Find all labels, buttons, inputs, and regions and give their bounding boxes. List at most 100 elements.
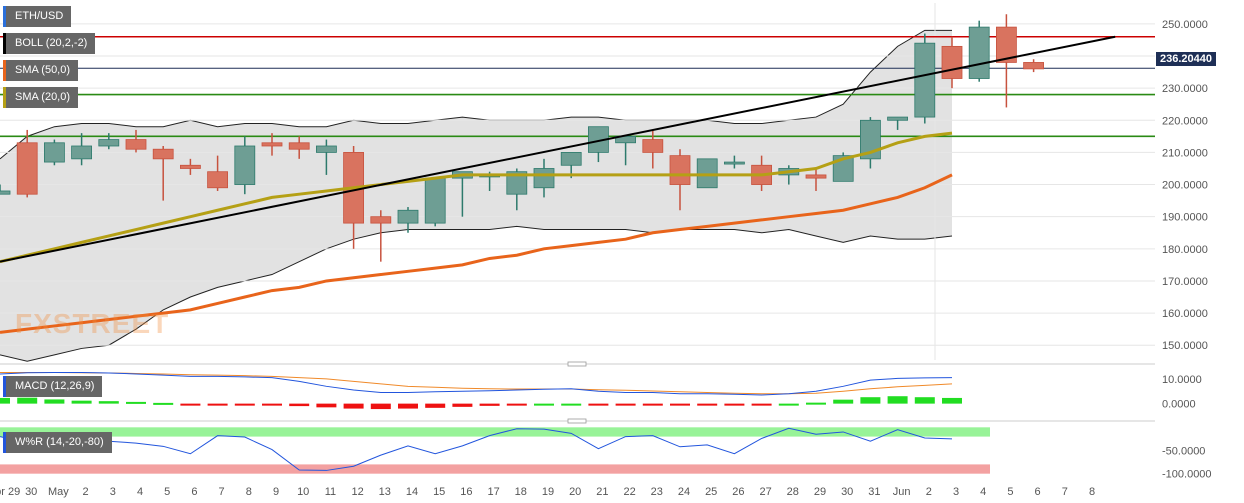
- candle-body: [397, 209, 419, 224]
- price-tick-label: 180.0000: [1162, 244, 1208, 256]
- price-tick-label: 170.0000: [1162, 276, 1208, 288]
- macd-tick-label: 10.0000: [1162, 374, 1202, 386]
- price-tick-label: 200.0000: [1162, 180, 1208, 192]
- price-tick-label: 190.0000: [1162, 212, 1208, 224]
- candle-body: [370, 216, 392, 224]
- bollinger-upper-line: [0, 29, 952, 160]
- date-tick-label: 7: [1062, 486, 1068, 498]
- legend-ethusd[interactable]: ETH/USD: [3, 6, 72, 27]
- macd-histogram-bar: [343, 403, 364, 409]
- legend-swatch: [3, 376, 6, 397]
- macd-histogram-bar: [262, 403, 282, 406]
- wr-line: [0, 427, 953, 471]
- date-tick-label: Jun: [893, 486, 911, 498]
- macd-histogram-bar: [615, 403, 636, 406]
- macd-histogram-bar: [452, 403, 473, 407]
- panel-resize-handle: [567, 418, 587, 424]
- candle-body: [234, 145, 256, 185]
- wr-oversold-zone: [0, 464, 990, 474]
- date-tick-label: 5: [164, 486, 170, 498]
- candle-body: [724, 161, 745, 165]
- macd-histogram-bar: [534, 403, 554, 406]
- macd-histogram-bar: [806, 402, 826, 405]
- price-tick-label: 210.0000: [1162, 147, 1208, 159]
- macd-histogram-bar: [697, 403, 718, 406]
- candle-body: [44, 142, 65, 163]
- candle-body: [1023, 62, 1044, 70]
- date-tick-label: 6: [191, 486, 197, 498]
- macd-histogram-bar: [44, 399, 65, 404]
- candle-body: [0, 190, 11, 195]
- macd-tick-label: 0.0000: [1162, 399, 1196, 411]
- date-tick-label: Apr 29: [0, 486, 20, 498]
- macd-line: [0, 371, 953, 396]
- date-tick-label: 19: [542, 486, 554, 498]
- price-tick-label: 250.0000: [1162, 19, 1208, 31]
- candle-body: [98, 139, 120, 147]
- candle-body: [288, 142, 310, 150]
- date-tick-label: 30: [25, 486, 37, 498]
- candle-body: [642, 139, 664, 153]
- wr-tick-label: -100.0000: [1162, 469, 1212, 481]
- macd-histogram-bar: [778, 403, 799, 406]
- macd-histogram-bar: [17, 397, 38, 404]
- macd-histogram-bar: [207, 403, 228, 406]
- trend-line: [0, 35, 1116, 263]
- williams-r-panel: -50.0000 -100.0000: [0, 425, 1212, 481]
- candle-body: [315, 145, 337, 153]
- date-tick-label: May: [48, 486, 69, 498]
- legend-wr[interactable]: W%R (14,-20,-80): [3, 432, 112, 453]
- candle-body: [261, 142, 283, 147]
- price-tick-label: 160.0000: [1162, 308, 1208, 320]
- macd-histogram-bar: [425, 403, 446, 408]
- date-tick-label: 12: [351, 486, 363, 498]
- date-tick-label: 11: [325, 486, 336, 498]
- candle-body: [805, 174, 827, 179]
- panel-resize-handle: [567, 361, 587, 367]
- legend-swatch: [3, 87, 6, 108]
- macd-histogram-bar: [588, 403, 609, 406]
- price-tick-label: 230.0000: [1162, 83, 1208, 95]
- date-tick-label: 22: [623, 486, 635, 498]
- legend-label: BOLL (20,2,-2): [15, 37, 88, 49]
- legend-label: MACD (12,26,9): [15, 380, 95, 392]
- macd-histogram-bar: [370, 403, 391, 410]
- legend-sma50[interactable]: SMA (50,0): [3, 60, 79, 81]
- legend-label: W%R (14,-20,-80): [15, 436, 104, 448]
- candle-body: [968, 26, 990, 79]
- fxstreet-watermark: FXSTREET: [15, 308, 170, 339]
- macd-histogram-bar: [0, 397, 10, 404]
- candle-body: [16, 142, 38, 195]
- candle-body: [125, 139, 147, 150]
- date-tick-label: 31: [868, 486, 880, 498]
- date-tick-label: 25: [705, 486, 717, 498]
- macd-histogram-bar: [479, 403, 500, 406]
- last-price-label: 236.20440: [1156, 52, 1216, 66]
- candle-body: [533, 168, 555, 189]
- legend-label: SMA (50,0): [15, 64, 71, 76]
- macd-histogram-bar: [833, 399, 854, 404]
- wr-tick-label: -50.0000: [1162, 446, 1205, 458]
- legend-boll[interactable]: BOLL (20,2,-2): [3, 33, 96, 54]
- date-tick-label: 3: [953, 486, 959, 498]
- date-tick-label: 10: [297, 486, 309, 498]
- date-tick-label: 4: [980, 486, 986, 498]
- macd-histogram-bar: [751, 403, 772, 406]
- date-tick-label: 24: [678, 486, 690, 498]
- candle-body: [696, 158, 718, 189]
- legend-swatch: [3, 6, 6, 27]
- macd-histogram-bar: [506, 403, 527, 406]
- legend-swatch: [3, 60, 6, 81]
- date-tick-label: 5: [1007, 486, 1013, 498]
- candle-body: [152, 148, 174, 160]
- wr-overbought-zone: [0, 427, 990, 437]
- macd-histogram-bar: [561, 403, 582, 406]
- date-tick-label: 17: [487, 486, 499, 498]
- legend-sma20[interactable]: SMA (20,0): [3, 87, 79, 108]
- macd-histogram-bar: [670, 403, 690, 406]
- bollinger-fill: [0, 30, 952, 362]
- macd-histogram-bar: [289, 403, 310, 407]
- candle-body: [996, 26, 1017, 63]
- legend-macd[interactable]: MACD (12,26,9): [3, 376, 103, 397]
- date-tick-label: 27: [759, 486, 771, 498]
